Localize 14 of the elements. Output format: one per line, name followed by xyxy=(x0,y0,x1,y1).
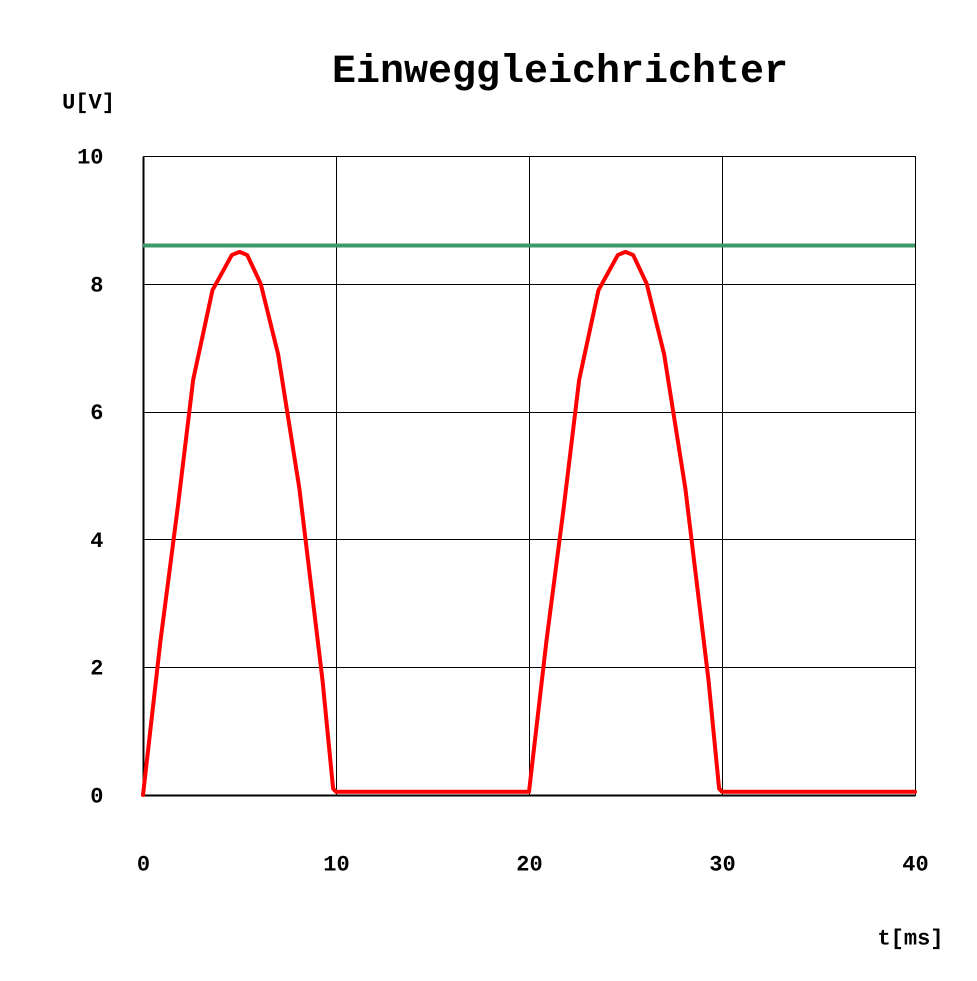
x-tick-label: 40 xyxy=(902,852,929,878)
y-axis-title: U[V] xyxy=(62,90,115,116)
y-tick-label: 6 xyxy=(90,401,104,426)
y-tick-label: 8 xyxy=(90,273,104,298)
x-tick-label: 10 xyxy=(323,852,350,878)
chart-title: Einweggleichrichter xyxy=(332,50,788,95)
y-tick-label: 4 xyxy=(90,528,104,554)
x-tick-label: 20 xyxy=(516,852,543,878)
y-tick-label: 10 xyxy=(77,146,104,170)
x-axis-title: t[ms] xyxy=(877,926,944,952)
x-tick-label: 0 xyxy=(136,852,150,878)
y-tick-label: 2 xyxy=(90,656,104,682)
y-tick-label: 0 xyxy=(90,784,104,810)
x-tick-label: 30 xyxy=(709,852,736,878)
